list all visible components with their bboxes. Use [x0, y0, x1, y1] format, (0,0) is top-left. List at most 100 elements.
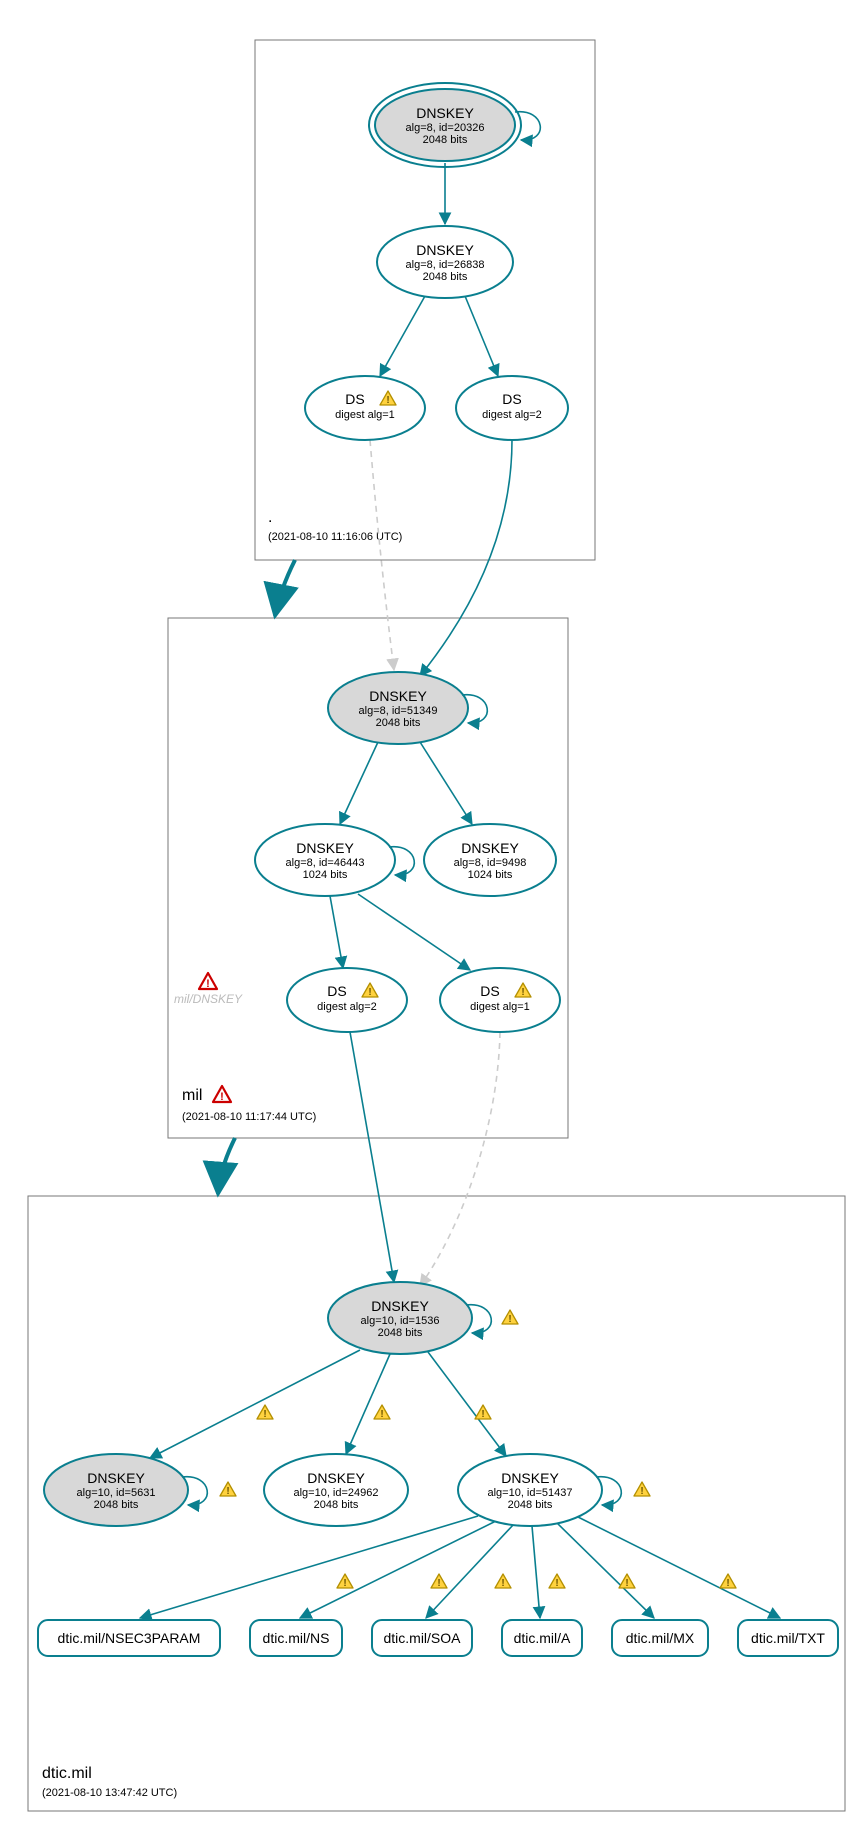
node-sub: 2048 bits: [423, 134, 468, 146]
warn-icon: !: [619, 1574, 635, 1589]
edge-n5-n6: [340, 742, 378, 824]
edge-n10-n12: [346, 1354, 390, 1454]
rrset-ns: dtic.mil/NS: [250, 1620, 342, 1656]
node-sub: digest alg=1: [470, 1001, 530, 1013]
node-title: DNSKEY: [369, 688, 427, 704]
zone-root-label: .: [268, 509, 272, 526]
edge-n8-n10: [350, 1032, 394, 1282]
node-ds-root-2: DS digest alg=2: [456, 376, 568, 440]
warn-icon: !: [475, 1405, 491, 1420]
edge-mil-to-dtic: [218, 1138, 235, 1194]
zone-mil-label: mil: [182, 1087, 202, 1104]
node-dnskey-mil-zsk1: DNSKEY alg=8, id=46443 1024 bits: [255, 824, 414, 896]
rrset-nsec3param: dtic.mil/NSEC3PARAM: [38, 1620, 220, 1656]
node-ds-mil-2: DS digest alg=2 !: [287, 968, 407, 1032]
node-title: DNSKEY: [416, 105, 474, 121]
edge-n13-r5: [556, 1522, 654, 1618]
warn-icon: !: [495, 1574, 511, 1589]
warn-icon: !: [257, 1405, 273, 1420]
node-sub: digest alg=2: [317, 1001, 377, 1013]
node-sub: 2048 bits: [423, 271, 468, 283]
zone-dtic-time: (2021-08-10 13:47:42 UTC): [42, 1787, 177, 1799]
rrset-label: dtic.mil/A: [514, 1630, 571, 1646]
svg-text:!: !: [437, 1578, 440, 1589]
node-dnskey-mil-zsk2: DNSKEY alg=8, id=9498 1024 bits: [424, 824, 556, 896]
svg-text:!: !: [206, 978, 210, 990]
svg-text:!: !: [481, 1409, 484, 1420]
edge-n13-r3: [426, 1524, 514, 1618]
svg-text:!: !: [640, 1486, 643, 1497]
node-dnskey-dtic-ksk: DNSKEY alg=10, id=1536 2048 bits !: [328, 1282, 518, 1354]
node-dnskey-root-zsk: DNSKEY alg=8, id=26838 2048 bits: [377, 226, 513, 298]
edge-n4-n5: [420, 440, 512, 676]
svg-text:!: !: [501, 1578, 504, 1589]
svg-text:!: !: [368, 987, 371, 998]
edge-n10-n13: [428, 1352, 506, 1456]
edge-n6-n9: [358, 894, 470, 970]
node-ghost-mil-dnskey: ! mil/DNSKEY: [174, 973, 243, 1006]
node-title: DNSKEY: [371, 1298, 429, 1314]
node-sub: alg=8, id=20326: [406, 122, 485, 134]
node-title: DNSKEY: [461, 840, 519, 856]
node-dnskey-root-ksk: DNSKEY alg=8, id=20326 2048 bits: [369, 83, 540, 167]
dnssec-graph: . (2021-08-10 11:16:06 UTC) mil (2021-08…: [0, 0, 867, 1834]
rrset-a: dtic.mil/A: [502, 1620, 582, 1656]
svg-text:!: !: [521, 987, 524, 998]
warn-icon: !: [337, 1574, 353, 1589]
edge-n13-r1: [140, 1516, 478, 1618]
node-sub: digest alg=1: [335, 409, 395, 421]
node-sub: 1024 bits: [303, 869, 348, 881]
edge-n10-n11: [150, 1350, 360, 1458]
node-title: DNSKEY: [501, 1470, 559, 1486]
error-icon: !: [199, 973, 217, 990]
edge-n13-r2: [300, 1520, 498, 1618]
svg-text:!: !: [380, 1409, 383, 1420]
node-title: DS: [480, 983, 499, 999]
node-sub: 2048 bits: [94, 1499, 139, 1511]
zone-mil-time: (2021-08-10 11:17:44 UTC): [182, 1111, 316, 1123]
node-sub: 1024 bits: [468, 869, 513, 881]
svg-text:!: !: [555, 1578, 558, 1589]
node-sub: 2048 bits: [378, 1327, 423, 1339]
node-sub: alg=8, id=46443: [286, 857, 365, 869]
node-dnskey-dtic-5631: DNSKEY alg=10, id=5631 2048 bits !: [44, 1454, 236, 1526]
svg-text:!: !: [343, 1578, 346, 1589]
error-icon: !: [213, 1086, 231, 1103]
rrset-label: dtic.mil/SOA: [383, 1630, 461, 1646]
node-dnskey-dtic-24962: DNSKEY alg=10, id=24962 2048 bits: [264, 1454, 408, 1526]
node-sub: 2048 bits: [508, 1499, 553, 1511]
node-sub: alg=8, id=51349: [359, 705, 438, 717]
node-title: DNSKEY: [296, 840, 354, 856]
edge-n2-n4: [465, 296, 498, 376]
zone-root-time: (2021-08-10 11:16:06 UTC): [268, 531, 402, 543]
edge-n9-n10: [420, 1032, 500, 1286]
warn-icon: !: [549, 1574, 565, 1589]
node-ds-mil-1: DS digest alg=1 !: [440, 968, 560, 1032]
node-sub: alg=10, id=51437: [487, 1487, 572, 1499]
edge-n6-n8: [330, 896, 343, 968]
warn-icon: !: [634, 1482, 650, 1497]
svg-text:!: !: [625, 1578, 628, 1589]
node-sub: digest alg=2: [482, 409, 542, 421]
warn-icon: !: [431, 1574, 447, 1589]
node-sub: alg=10, id=1536: [361, 1315, 440, 1327]
edge-n3-n5: [370, 440, 394, 670]
svg-text:!: !: [508, 1314, 511, 1325]
rrset-label: dtic.mil/NS: [263, 1630, 330, 1646]
node-sub: alg=10, id=5631: [77, 1487, 156, 1499]
edge-root-to-mil: [275, 560, 295, 616]
svg-text:!: !: [226, 1486, 229, 1497]
svg-text:!: !: [726, 1578, 729, 1589]
node-title: DS: [327, 983, 346, 999]
node-sub: alg=10, id=24962: [293, 1487, 378, 1499]
node-title: DS: [502, 391, 521, 407]
edge-n13-r4: [532, 1526, 540, 1618]
edge-n2-n3: [380, 296, 425, 376]
node-title: DNSKEY: [87, 1470, 145, 1486]
rrset-label: dtic.mil/MX: [626, 1630, 695, 1646]
node-sub: 2048 bits: [376, 717, 421, 729]
node-title: DS: [345, 391, 364, 407]
node-dnskey-dtic-51437: DNSKEY alg=10, id=51437 2048 bits !: [458, 1454, 650, 1526]
edge-n13-r6: [576, 1516, 780, 1618]
rrset-label: dtic.mil/TXT: [751, 1630, 825, 1646]
